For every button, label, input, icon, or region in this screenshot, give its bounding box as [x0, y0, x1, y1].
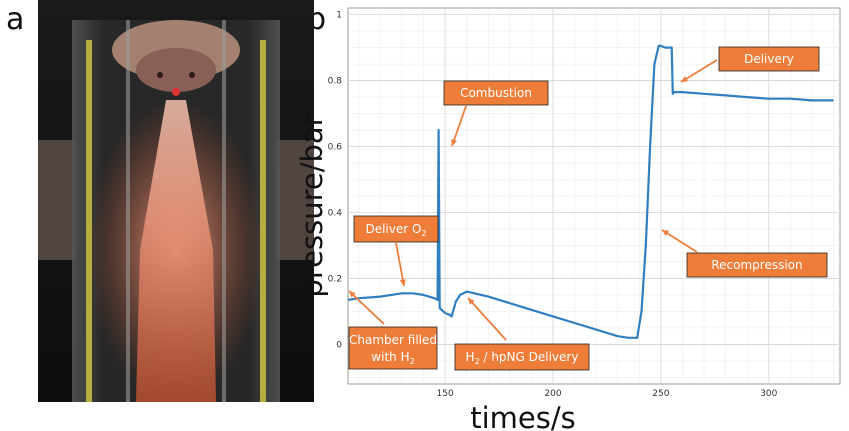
annotation-arrow	[451, 105, 467, 147]
annotation-arrow	[467, 297, 507, 341]
y-tick-label: 1	[336, 11, 342, 21]
annotation-box	[443, 80, 549, 106]
panel-a-label: a	[6, 2, 25, 37]
y-axis-title: pressure/bar	[295, 114, 329, 297]
x-tick-label: 200	[544, 389, 561, 399]
annotation-label: Delivery	[744, 52, 794, 66]
annotation-label: Recompression	[711, 258, 802, 272]
annotation-arrow	[680, 59, 718, 83]
combustion-chamber-photo	[38, 0, 314, 402]
pressure-series-line	[347, 44, 834, 339]
annotation-box	[353, 215, 439, 243]
annotation-subscript: 2	[410, 357, 415, 366]
annotation-label: Deliver O2	[365, 222, 426, 238]
annotation-arrow	[661, 229, 698, 253]
annotation-arrowhead	[399, 279, 406, 286]
annotation-arrowhead	[662, 230, 669, 236]
annotation-arrow	[348, 290, 385, 325]
annotation-label: Chamber filled	[349, 333, 437, 347]
annotation-box	[718, 46, 820, 72]
annotation-arrowhead	[451, 139, 457, 146]
annotation-label: Combustion	[460, 86, 532, 100]
y-tick-label: 0	[336, 340, 342, 350]
annotation-subscript: 2	[475, 357, 480, 366]
annotation-box	[454, 343, 590, 371]
x-tick-label: 250	[652, 389, 669, 399]
annotation-box	[348, 326, 438, 370]
annotation-arrowhead	[349, 291, 356, 298]
annotation-label: H2 / hpNG Delivery	[466, 350, 579, 366]
y-tick-label: 0.4	[328, 208, 343, 218]
annotation-arrowhead	[468, 298, 475, 305]
x-tick-label: 300	[760, 389, 777, 399]
annotation-box	[686, 252, 828, 278]
annotation-arrowhead	[681, 76, 688, 82]
x-tick-label: 150	[437, 389, 454, 399]
annotation-subscript: 2	[421, 229, 426, 238]
y-tick-label: 0.6	[328, 143, 343, 153]
annotation-label-rest: / hpNG Delivery	[480, 350, 579, 364]
annotation-label: with H2	[371, 350, 414, 366]
annotation-arrow	[395, 242, 405, 287]
x-axis-title: times/s	[470, 401, 576, 431]
y-tick-label: 0.8	[328, 77, 343, 87]
y-tick-label: 0.2	[328, 274, 342, 284]
